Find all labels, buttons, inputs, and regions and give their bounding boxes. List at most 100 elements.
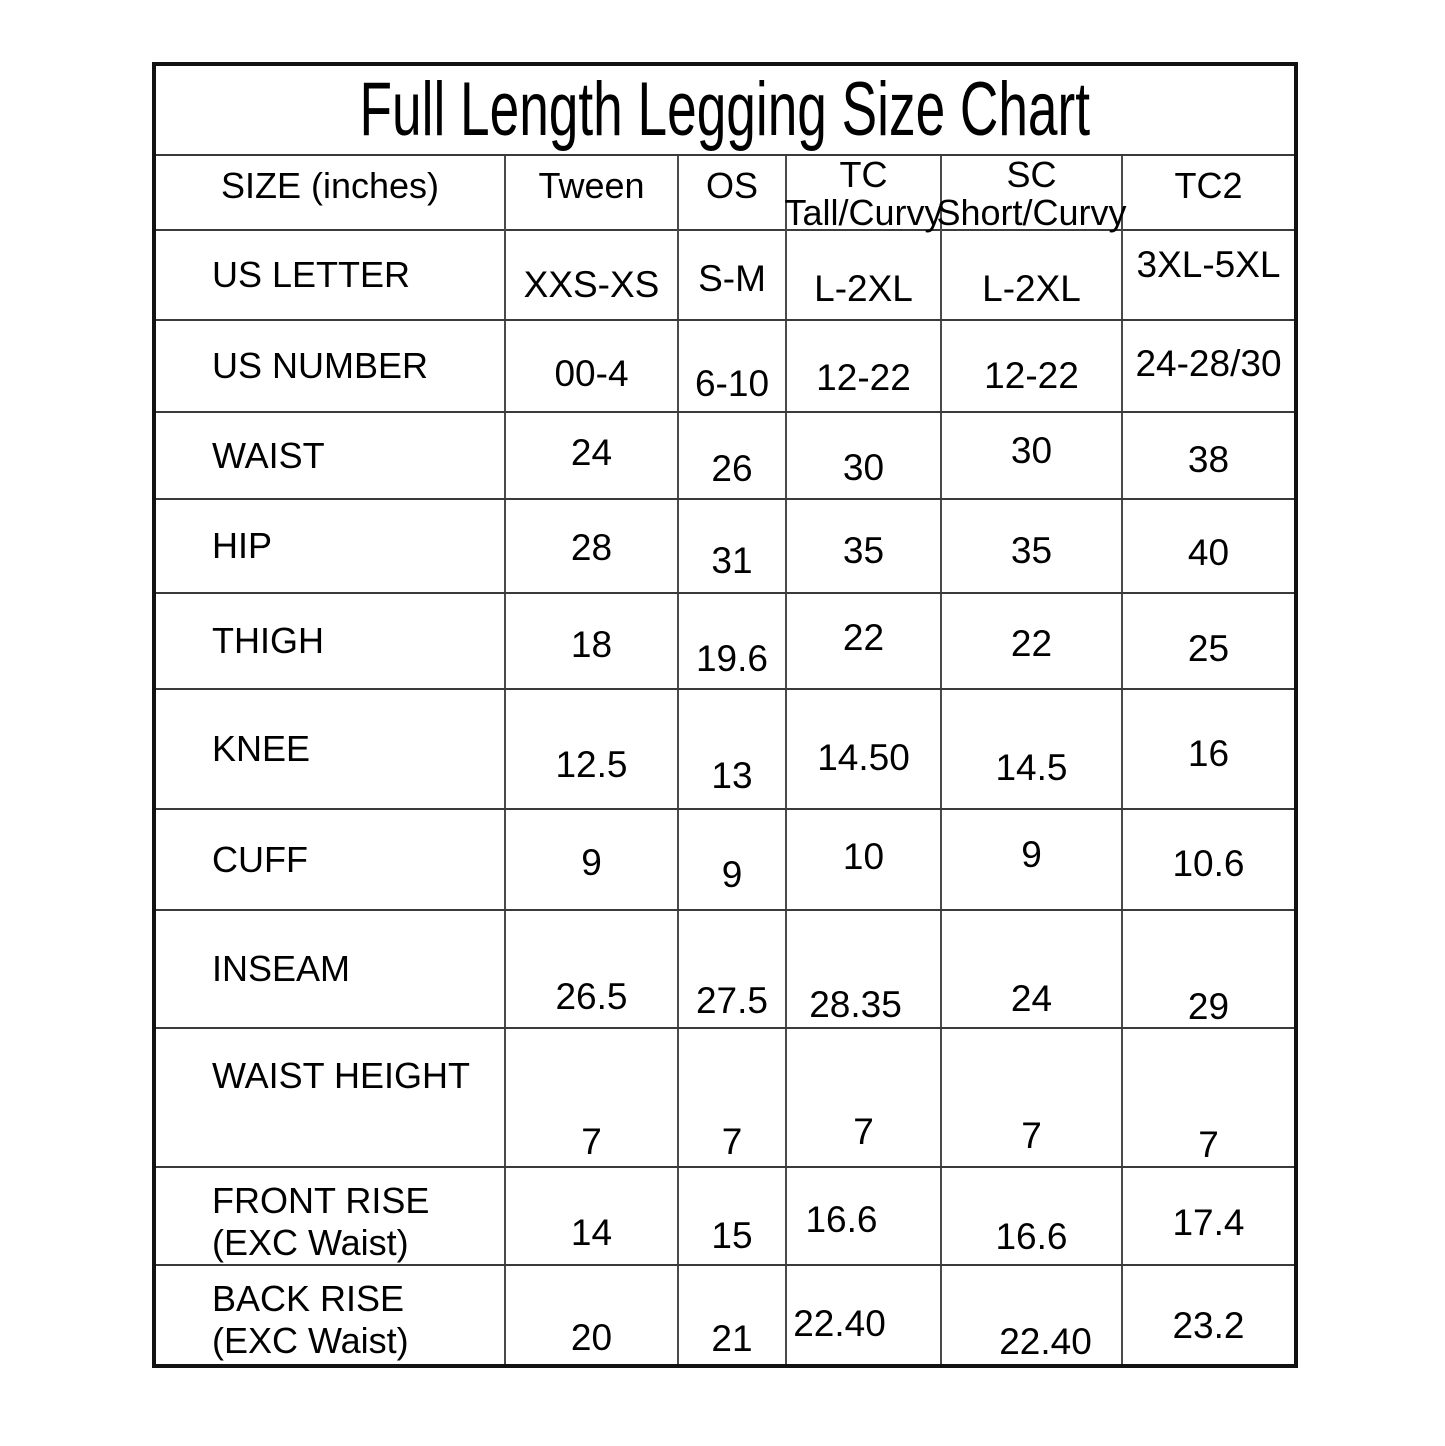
- cell-us-letter-tc2: 3XL-5XL: [1123, 231, 1294, 319]
- cell-value: 26: [711, 447, 753, 489]
- cell-value: 18: [570, 624, 613, 665]
- row-label-line1: FRONT RISE: [212, 1180, 430, 1221]
- cell-value: 00-4: [554, 353, 629, 394]
- row-label-knee: KNEE: [156, 690, 506, 808]
- cell-back-rise-tc2: 23.2: [1123, 1266, 1294, 1364]
- cell-value: 10.6: [1172, 842, 1245, 884]
- cell-value: 22.40: [999, 1321, 1092, 1362]
- cell-value: 30: [842, 446, 885, 488]
- cell-waist-height-sc: 7: [942, 1029, 1123, 1166]
- cell-value: XXS-XS: [523, 264, 660, 305]
- cell-value: 3XL-5XL: [1136, 244, 1281, 285]
- cell-front-rise-tween: 14: [506, 1168, 679, 1264]
- table-row-knee: KNEE 12.5 13 14.50 14.5 16: [156, 690, 1294, 810]
- column-header-text: SIZE (inches): [220, 165, 440, 206]
- cell-value: 22: [842, 617, 885, 658]
- table-row-us-number: US NUMBER 00-4 6-10 12-22 12-22 24-28/30: [156, 321, 1294, 413]
- cell-knee-tc: 14.50: [787, 690, 942, 808]
- table-header-row: SIZE (inches) Tween OS TC Tall/Curvy SC Short/…: [156, 154, 1294, 232]
- cell-cuff-tween: 9: [506, 810, 679, 909]
- table-row-hip: HIP 28 31 35 35 40: [156, 500, 1294, 594]
- row-label-text: US NUMBER: [212, 345, 429, 386]
- cell-waist-height-tc: 7: [787, 1029, 942, 1166]
- cell-value: 9: [721, 853, 743, 895]
- row-label-back-rise: BACK RISE (EXC Waist): [156, 1266, 506, 1364]
- column-header-size-inches: SIZE (inches): [156, 156, 506, 232]
- row-label-us-letter: US LETTER: [156, 231, 506, 319]
- column-header-tc: TC Tall/Curvy: [784, 154, 943, 232]
- cell-front-rise-sc: 16.6: [942, 1168, 1123, 1264]
- column-header-line1: SC: [1006, 154, 1057, 195]
- cell-value: 35: [1010, 530, 1053, 571]
- row-label-waist: WAIST: [156, 413, 506, 498]
- cell-waist-os: 26: [679, 413, 787, 498]
- cell-value: 16.6: [805, 1199, 878, 1240]
- table-row-cuff: CUFF 9 9 10 9 10.6: [156, 810, 1294, 911]
- cell-value: 24-28/30: [1135, 343, 1282, 384]
- cell-us-letter-os: S-M: [679, 231, 787, 319]
- row-label-us-number: US NUMBER: [156, 321, 506, 411]
- cell-value: 12.5: [555, 744, 628, 785]
- cell-value: 14: [570, 1212, 613, 1253]
- title-row: Full Length Legging Size Chart: [156, 66, 1294, 156]
- cell-cuff-tc: 10: [787, 810, 942, 909]
- cell-value: 14.50: [817, 737, 910, 778]
- cell-waist-height-tween: 7: [506, 1029, 679, 1166]
- cell-value: S-M: [698, 258, 766, 299]
- cell-value: 9: [581, 841, 602, 883]
- cell-value: 35: [842, 530, 885, 571]
- row-label-line1: BACK RISE: [212, 1278, 405, 1319]
- cell-value: 15: [711, 1215, 753, 1256]
- cell-back-rise-tc: 22.40: [787, 1266, 942, 1364]
- cell-thigh-os: 19.6: [679, 594, 787, 688]
- row-label-text: INSEAM: [212, 948, 351, 989]
- cell-value: L-2XL: [814, 268, 913, 309]
- cell-value: 40: [1187, 532, 1230, 573]
- cell-value: 16.6: [995, 1216, 1068, 1257]
- cell-value: 29: [1187, 986, 1230, 1027]
- cell-inseam-tween: 26.5: [506, 911, 679, 1027]
- row-label-front-rise: FRONT RISE (EXC Waist): [156, 1168, 506, 1264]
- cell-hip-sc: 35: [942, 500, 1123, 592]
- row-label-text: WAIST HEIGHT: [212, 1054, 471, 1096]
- cell-thigh-tween: 18: [506, 594, 679, 688]
- column-header-line2: Short/Curvy: [936, 192, 1127, 233]
- cell-hip-tc: 35: [787, 500, 942, 592]
- row-label-text: US LETTER: [212, 254, 411, 295]
- cell-inseam-os: 27.5: [679, 911, 787, 1027]
- cell-value: 24: [1010, 978, 1053, 1019]
- cell-value: L-2XL: [982, 268, 1081, 309]
- column-header-text: Tween: [538, 165, 645, 206]
- cell-us-number-tc2: 24-28/30: [1123, 321, 1294, 411]
- cell-value: 30: [1010, 429, 1053, 471]
- chart-title: Full Length Legging Size Chart: [359, 67, 1091, 152]
- cell-us-number-os: 6-10: [679, 321, 787, 411]
- cell-value: 14.5: [995, 747, 1068, 788]
- row-label-text: HIP: [212, 525, 273, 566]
- cell-thigh-tc: 22: [787, 594, 942, 688]
- cell-value: 24: [570, 431, 613, 473]
- size-chart-table: Full Length Legging Size Chart SIZE (inc…: [152, 62, 1298, 1368]
- cell-hip-tween: 28: [506, 500, 679, 592]
- cell-value: 26.5: [555, 976, 628, 1017]
- cell-value: 17.4: [1172, 1202, 1245, 1243]
- cell-waist-height-os: 7: [679, 1029, 787, 1166]
- cell-value: 12-22: [984, 355, 1079, 396]
- column-header-tc2: TC2: [1123, 156, 1294, 232]
- cell-us-letter-tc: L-2XL: [787, 231, 942, 319]
- cell-us-letter-sc: L-2XL: [942, 231, 1123, 319]
- cell-waist-height-tc2: 7: [1123, 1029, 1294, 1166]
- column-header-sc: SC Short/Curvy: [936, 154, 1127, 232]
- row-label-text: THIGH: [212, 620, 324, 661]
- cell-value: 22.40: [793, 1303, 886, 1344]
- cell-value: 19.6: [695, 638, 768, 679]
- table-body: US LETTER XXS-XS S-M L-2XL L-2XL 3XL-5XL US NU…: [156, 231, 1294, 1364]
- cell-thigh-sc: 22: [942, 594, 1123, 688]
- table-row-inseam: INSEAM 26.5 27.5 28.35 24 29: [156, 911, 1294, 1029]
- cell-us-number-tc: 12-22: [787, 321, 942, 411]
- cell-value: 12-22: [816, 357, 911, 398]
- column-header-line1: TC: [839, 154, 888, 195]
- column-header-os: OS: [679, 156, 787, 232]
- cell-value: 6-10: [694, 363, 770, 404]
